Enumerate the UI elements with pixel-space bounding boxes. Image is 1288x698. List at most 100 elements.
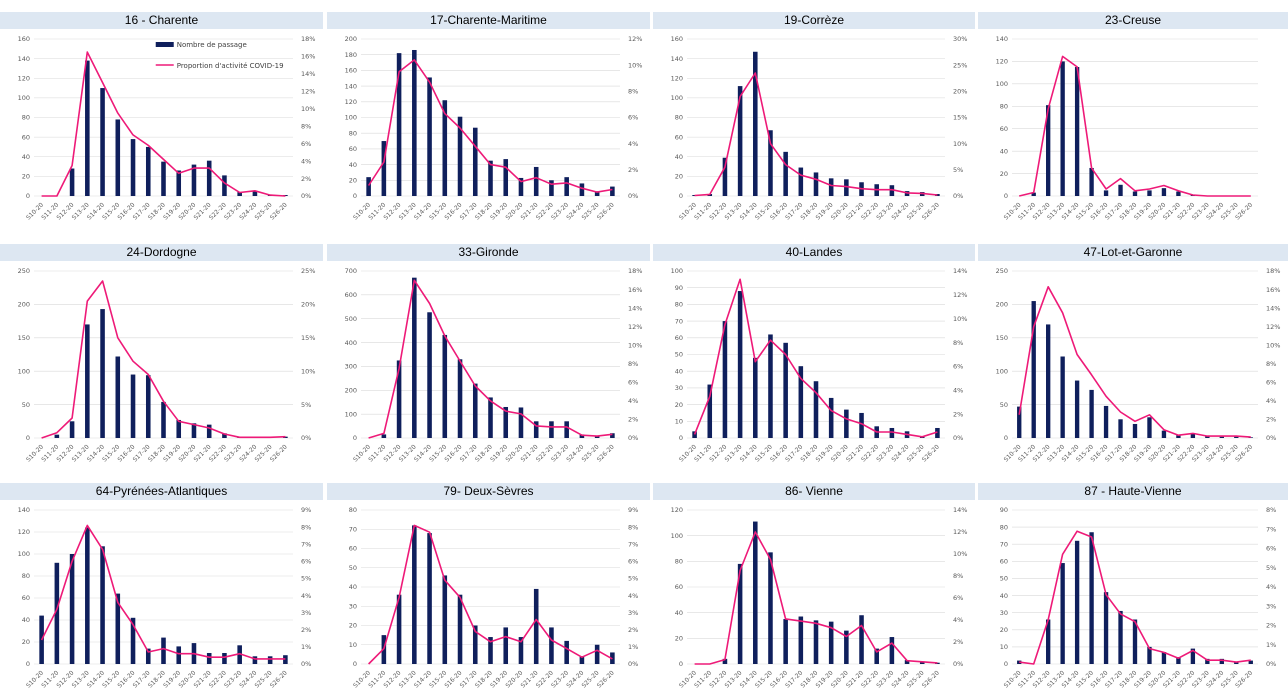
bar <box>844 630 849 664</box>
x-tick: S26-20 <box>596 669 616 689</box>
y-tick-left: 10 <box>349 641 357 649</box>
bar <box>828 178 834 196</box>
bar <box>594 644 600 664</box>
y-tick-left: 500 <box>345 315 357 323</box>
y-tick-right: 1% <box>1266 641 1276 649</box>
y-tick-left: 160 <box>671 35 683 43</box>
bar <box>798 167 804 196</box>
bar <box>1147 190 1152 196</box>
bar <box>1089 167 1094 196</box>
y-tick-left: 40 <box>349 161 357 169</box>
bar <box>1176 191 1181 196</box>
y-tick-right: 2% <box>301 626 311 634</box>
y-tick-right: 25% <box>301 267 315 275</box>
series-line <box>694 72 938 197</box>
y-tick-right: 0% <box>628 434 638 442</box>
y-tick-right: 4% <box>953 616 963 624</box>
y-tick-right: 8% <box>953 339 963 347</box>
bar <box>115 356 121 438</box>
bar <box>381 141 387 196</box>
bar <box>564 421 569 438</box>
series-line <box>1019 55 1251 197</box>
bar <box>176 170 182 196</box>
y-tick-right: 30% <box>953 35 967 43</box>
chart-title: 40-Landes <box>653 244 975 261</box>
chart-title: 33-Gironde <box>327 244 650 261</box>
chart-panel: 19-Corrèze 0 20 40 60 80 100 120 140 160 0% 5% 10% 15… <box>653 12 975 230</box>
y-tick-right: 4% <box>301 592 311 600</box>
chart-title: 16 - Charente <box>0 12 323 29</box>
y-tick-right: 14% <box>301 70 315 78</box>
bar <box>54 562 60 664</box>
chart-panel: 33-Gironde 0 100 200 300 400 500 600 700 0% 2% 4% 6%… <box>327 244 650 472</box>
chart-title: 23-Creuse <box>978 12 1288 29</box>
bar <box>115 593 121 664</box>
chart-panel: 24-Dordogne 0 50 100 150 200 250 0% 5% 10% 15% 20% 2… <box>0 244 323 472</box>
bar <box>1017 406 1022 438</box>
bar <box>237 645 242 664</box>
y-tick-left: 100 <box>996 80 1008 88</box>
y-tick-left: 80 <box>1000 523 1008 531</box>
bar <box>768 552 773 664</box>
series-line <box>1019 530 1251 665</box>
bar <box>1234 436 1239 438</box>
y-tick-left: 100 <box>671 532 683 540</box>
y-tick-right: 0% <box>301 434 311 442</box>
bar <box>1161 652 1167 664</box>
y-tick-left: 200 <box>345 386 357 394</box>
chart-title: 19-Corrèze <box>653 12 975 29</box>
y-tick-right: 15% <box>953 114 967 122</box>
bar <box>100 88 105 196</box>
y-tick-left: 30 <box>349 602 357 610</box>
chart-title: 17-Charente-Maritime <box>327 12 650 29</box>
bar <box>783 151 788 196</box>
y-tick-right: 9% <box>628 506 638 514</box>
y-tick-right: 10% <box>301 367 315 375</box>
bar <box>828 621 834 664</box>
bar <box>145 375 151 438</box>
y-tick-left: 60 <box>349 145 357 153</box>
bar <box>206 424 212 438</box>
y-tick-right: 15% <box>301 334 315 342</box>
x-tick: S26-20 <box>596 443 616 463</box>
bar <box>1060 61 1065 196</box>
bar <box>722 321 728 438</box>
bar <box>1190 433 1196 438</box>
y-tick-right: 2% <box>301 175 311 183</box>
y-tick-left: 150 <box>996 334 1008 342</box>
y-tick-left: 0 <box>353 660 357 668</box>
bar <box>488 637 493 664</box>
y-tick-left: 50 <box>22 401 30 409</box>
y-tick-left: 40 <box>22 616 30 624</box>
y-tick-left: 40 <box>1000 147 1008 155</box>
bar <box>191 164 197 196</box>
bar <box>457 116 463 196</box>
y-tick-left: 120 <box>345 98 357 106</box>
bar <box>472 383 478 438</box>
y-tick-left: 100 <box>18 94 30 102</box>
legend-line-label: Proportion d'activité COVID-19 <box>177 62 284 70</box>
bar <box>488 160 493 196</box>
y-tick-left: 60 <box>675 334 683 342</box>
x-tick: S26-20 <box>596 201 616 221</box>
bar <box>1089 532 1094 664</box>
chart-svg: 010203040506070800%1%2%3%4%5%6%7%8%9%S10… <box>349 506 639 689</box>
bar <box>1031 301 1036 438</box>
y-tick-left: 0 <box>26 192 30 200</box>
x-tick: S26-20 <box>269 201 289 221</box>
series-line <box>41 51 286 197</box>
y-tick-right: 4% <box>953 386 963 394</box>
bar <box>396 53 402 196</box>
y-tick-right: 1% <box>628 643 638 651</box>
bar <box>145 648 151 664</box>
bar <box>1132 423 1138 438</box>
y-tick-left: 100 <box>345 410 357 418</box>
bar <box>366 177 371 196</box>
y-tick-left: 20 <box>1000 170 1008 178</box>
y-tick-right: 8% <box>1266 506 1276 514</box>
bar <box>267 656 273 664</box>
bar <box>457 359 463 438</box>
y-tick-right: 3% <box>1266 602 1276 610</box>
y-tick-right: 6% <box>628 114 638 122</box>
y-tick-right: 4% <box>628 592 638 600</box>
